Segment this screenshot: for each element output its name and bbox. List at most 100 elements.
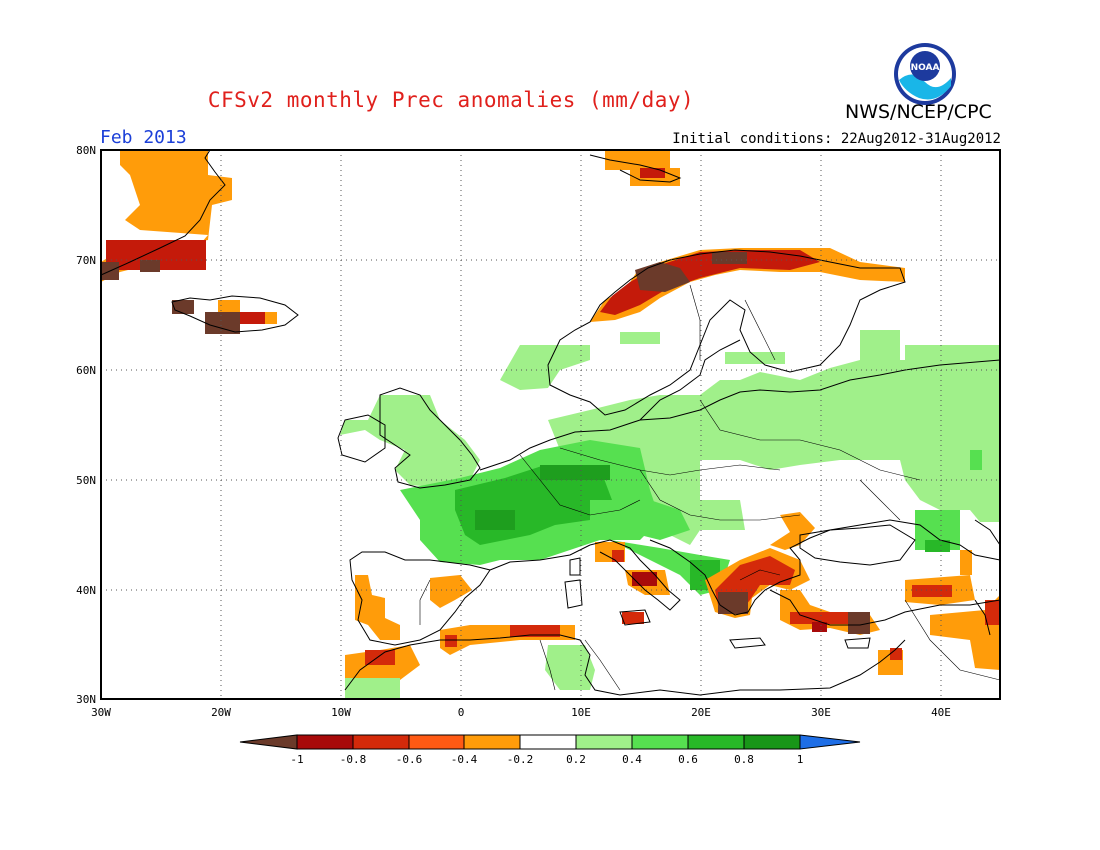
anomaly-patch-uk-wet (340, 395, 480, 488)
anomaly-patch-turkey-brown (848, 612, 870, 634)
anomaly-patch-italy-red (632, 572, 657, 586)
anomaly-patch-libya-wet (345, 678, 400, 698)
colorbar-segment (743, 734, 801, 750)
map-title: CFSv2 monthly Prec anomalies (mm/day) (207, 88, 695, 112)
coastline-black-sea (799, 524, 916, 566)
lat-label: 50N (76, 474, 96, 487)
colorbar-segment (352, 734, 410, 750)
anomaly-patch-caucasus-dry (960, 550, 972, 575)
anomaly-patch-iceland-red (240, 312, 265, 324)
anomaly-patch-levant-red (890, 648, 902, 660)
coastline-europe-main (479, 359, 1001, 471)
coastline-sardinia (564, 579, 583, 609)
colorbar-label: 0.2 (566, 753, 586, 766)
coastline-baltic (639, 339, 741, 421)
coastline-caspian (974, 519, 1001, 636)
anomaly-patch-caspian-red (985, 600, 1000, 625)
anomaly-patch-finland-wet2 (860, 330, 900, 360)
lat-label: 80N (76, 144, 96, 157)
agency-label: NWS/NCEP/CPC (845, 101, 992, 123)
lon-label: 20W (211, 706, 231, 719)
coastline-france-med (489, 544, 591, 571)
anomaly-patch-algeria-red (510, 625, 560, 637)
anomaly-patch-ukraine-dark (925, 540, 950, 552)
colorbar-segment (687, 734, 745, 750)
lon-label: 30W (91, 706, 111, 719)
lon-label: 0 (458, 706, 465, 719)
anomaly-patch-russia-green (970, 450, 982, 470)
anomaly-patch-blacksea-dry (770, 512, 815, 550)
noaa-logo-icon: NOAA (894, 43, 956, 105)
lon-label: 40E (931, 706, 951, 719)
lon-label: 10W (331, 706, 351, 719)
anomaly-patch-east-turkey-red (912, 585, 952, 597)
anomaly-patch-greenland (101, 150, 232, 282)
colorbar-label: 1 (797, 753, 804, 766)
coastline-africa (344, 634, 906, 696)
anomaly-patch-north-europe-wet (500, 345, 590, 390)
colorbar-right-arrow (799, 734, 861, 750)
coastline-iberia (349, 551, 491, 646)
anomaly-patch-caspian-dry (930, 595, 1000, 670)
anomaly-patch-france-darker (475, 510, 515, 530)
anomaly-patch-finland-wet (725, 352, 785, 364)
colorbar-label: -0.6 (396, 753, 423, 766)
anomaly-patch-iceland-orange2 (265, 312, 277, 324)
anomaly-patch-iceland-brown (205, 312, 240, 334)
anomaly-patch-turkey-red (790, 612, 865, 624)
colorbar-segment (296, 734, 354, 750)
colorbar-segment (408, 734, 465, 750)
lon-label: 10E (571, 706, 591, 719)
anomaly-patch-tunisia-wet (545, 645, 595, 690)
anomaly-patch-iceland-brown2 (172, 300, 194, 314)
anomaly-patch-scandinavia-brown (635, 262, 690, 292)
coastline-svalbard (589, 154, 682, 183)
colorbar-label: 0.6 (678, 753, 698, 766)
anomaly-patch-greece-brown (718, 592, 748, 614)
colorbar-label: -0.2 (507, 753, 534, 766)
colorbar-label: -0.8 (340, 753, 367, 766)
colorbar-left-arrow (239, 734, 298, 750)
anomaly-patch-iceland-orange (218, 300, 240, 312)
country-borders (419, 284, 1001, 691)
map-frame (100, 149, 1001, 700)
lat-label: 40N (76, 584, 96, 597)
anomaly-patch-east-europe-wet (548, 345, 1000, 545)
lat-label: 30N (76, 693, 96, 706)
colorbar: -1 -0.8 -0.6 -0.4 -0.2 0.2 0.4 0.6 0.8 1 (239, 734, 861, 766)
anomaly-patch-sicily-dry (622, 612, 644, 624)
colorbar-segment (631, 734, 689, 750)
anomaly-patch-baltic-wet (620, 332, 660, 344)
coastline-greenland (100, 149, 226, 276)
coastline-crete (729, 637, 766, 649)
colorbar-label: 0.4 (622, 753, 642, 766)
colorbar-segment (519, 734, 577, 750)
coastline-iceland (171, 295, 299, 333)
anomaly-patch-svalbard (605, 150, 670, 170)
coastline-balkans (649, 519, 1001, 616)
anomaly-patch-scandinavia-red (600, 250, 820, 315)
colorbar-label: -1 (290, 753, 303, 766)
anomaly-patch-alps-wet (590, 500, 690, 540)
anomaly-patch-iberia-dry2 (430, 575, 472, 608)
anomaly-patch-scandinavia-brown2 (712, 252, 747, 264)
coastline-sicily (619, 609, 651, 626)
anomaly-patch-iberia-dry (355, 575, 400, 640)
colorbar-segment (463, 734, 521, 750)
lon-label: 30E (811, 706, 831, 719)
coastline-italy (589, 539, 681, 611)
coastline-turkey (769, 589, 1001, 626)
coastline-corsica (569, 557, 581, 576)
anomaly-patch-svalbard-red (640, 168, 665, 178)
anomaly-patch-sea-red (612, 550, 624, 562)
coastlines (100, 149, 1001, 696)
noaa-logo-text: NOAA (911, 63, 940, 73)
anomaly-patch-turkey-brown2 (812, 622, 827, 632)
lat-label: 60N (76, 364, 96, 377)
lat-label: 70N (76, 254, 96, 267)
colorbar-segment (575, 734, 633, 750)
coastline-cyprus (844, 637, 871, 649)
colorbar-label: 0.8 (734, 753, 754, 766)
colorbar-label: -0.4 (451, 753, 478, 766)
